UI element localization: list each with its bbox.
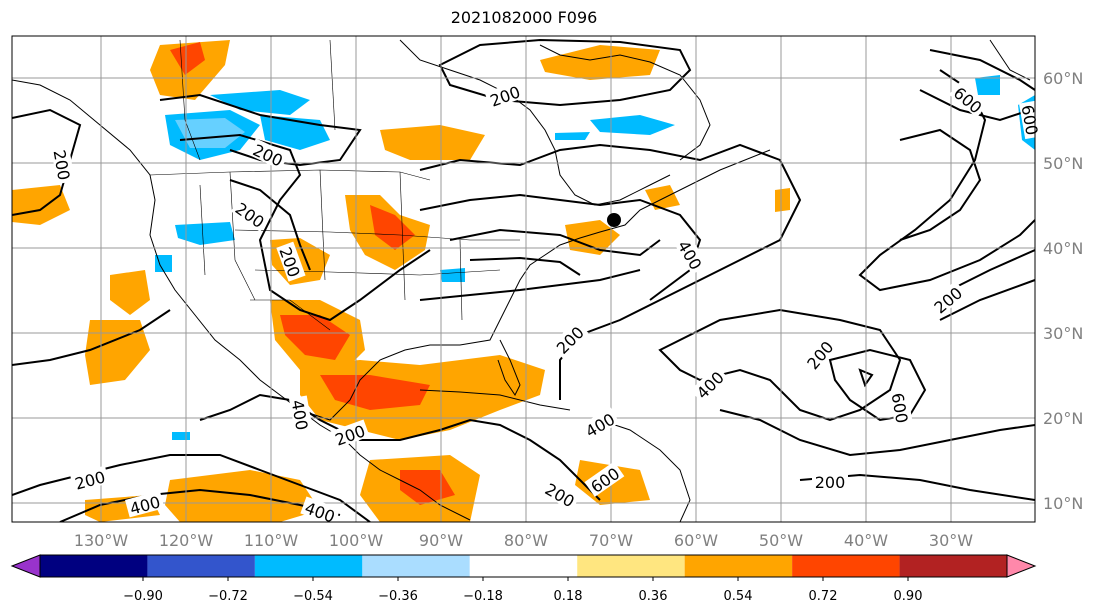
colorbar-tick-label: −0.54 — [293, 589, 333, 604]
colorbar-tick-label: 0.90 — [894, 589, 923, 604]
colorbar-bin — [792, 555, 900, 577]
longitude-label: 40°W — [844, 531, 888, 550]
longitude-label: 130°W — [74, 531, 129, 550]
map-frame — [11, 35, 1036, 523]
colorbar-tick-label: −0.36 — [378, 589, 418, 604]
colorbar-tick-label: 0.54 — [724, 589, 753, 604]
latitude-label: 20°N — [1043, 409, 1083, 428]
colorbar-tick-label: 0.18 — [554, 589, 583, 604]
longitude-label: 50°W — [759, 531, 803, 550]
longitude-label: 80°W — [504, 531, 548, 550]
longitude-label: 30°W — [929, 531, 973, 550]
latitude-label: 60°N — [1043, 69, 1083, 88]
contour-label: 200 — [815, 473, 846, 492]
colorbar-bin — [147, 555, 255, 577]
latitude-labels: 60°N 50°N 40°N 30°N 20°N 10°N — [1043, 69, 1083, 513]
latitude-label: 50°N — [1043, 154, 1083, 173]
colorbar-bin — [469, 555, 578, 577]
latitude-label: 10°N — [1043, 494, 1083, 513]
colorbar-over-extension — [1006, 554, 1037, 578]
colorbar-bin — [684, 555, 793, 577]
map-panel — [12, 36, 1035, 522]
latitude-label: 40°N — [1043, 239, 1083, 258]
colorbar-bin — [40, 555, 148, 577]
positive-anomaly-shading — [12, 40, 790, 522]
colorbar-tick-label: −0.18 — [463, 589, 503, 604]
longitude-label: 110°W — [244, 531, 299, 550]
latitude-label: 30°N — [1043, 324, 1083, 343]
colorbar: −0.90 −0.72 −0.54 −0.36 −0.18 0.18 0.36 0.54 0.7… — [10, 554, 1037, 604]
colorbar-tick-label: −0.72 — [208, 589, 248, 604]
longitude-labels: 130°W 120°W 110°W 100°W 90°W 80°W 70°W 60°W 50°W… — [74, 531, 973, 550]
colorbar-bin — [362, 555, 470, 577]
colorbar-bin — [577, 555, 685, 577]
longitude-label: 120°W — [159, 531, 214, 550]
colorbar-under-extension — [10, 554, 41, 578]
longitude-label: 100°W — [329, 531, 384, 550]
colorbar-tick-label: 0.72 — [809, 589, 838, 604]
longitude-label: 70°W — [589, 531, 633, 550]
longitude-label: 60°W — [674, 531, 718, 550]
colorbar-bin — [899, 555, 1007, 577]
station-marker — [607, 213, 621, 227]
longitude-label: 90°W — [419, 531, 463, 550]
map-title: 2021082000 F096 — [450, 8, 598, 27]
colorbar-tick-label: −0.90 — [123, 589, 163, 604]
colorbar-bin — [254, 555, 363, 577]
colorbar-tick-label: 0.36 — [639, 589, 668, 604]
